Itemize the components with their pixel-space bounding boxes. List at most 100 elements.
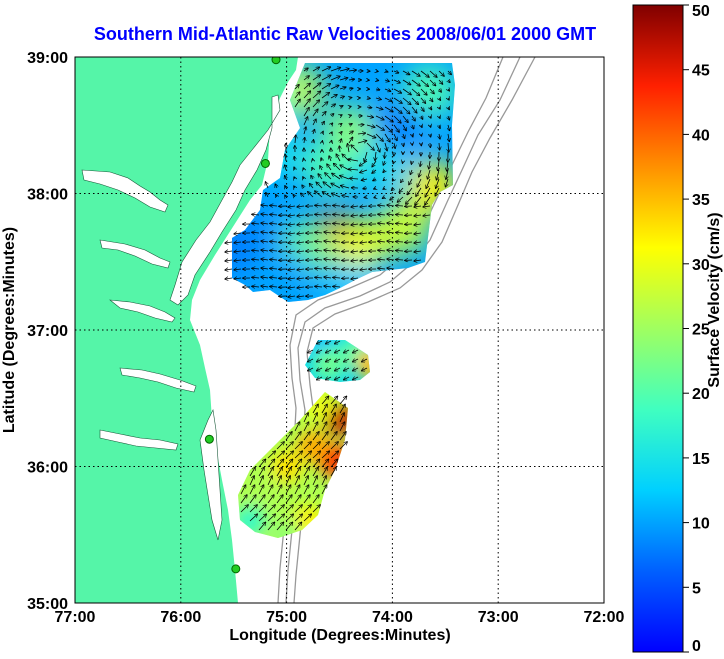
velocity-vector xyxy=(294,100,300,108)
velocity-vector xyxy=(339,69,349,71)
velocity-vector xyxy=(303,422,309,432)
colorbar-ticks: 0 5 10 15 20 25 30 35 40 45 50 xyxy=(683,3,710,655)
velocity-vector xyxy=(333,259,341,260)
velocity-vector xyxy=(331,141,332,143)
velocity-vector xyxy=(414,260,422,261)
velocity-vector xyxy=(411,106,417,113)
velocity-vector xyxy=(294,451,302,459)
velocity-vector xyxy=(333,241,341,242)
velocity-vector xyxy=(276,495,283,504)
velocity-vector xyxy=(294,85,299,90)
velocity-vector xyxy=(339,413,344,423)
velocity-vector xyxy=(252,214,260,215)
velocity-vector xyxy=(421,116,423,119)
velocity-vector xyxy=(376,80,378,81)
velocity-vector xyxy=(414,251,422,252)
velocity-vector xyxy=(340,115,342,116)
velocity-vector xyxy=(409,178,413,185)
velocity-vector xyxy=(315,232,323,233)
velocity-vector xyxy=(303,76,309,81)
velocity-vector xyxy=(252,223,260,224)
velocity-vector xyxy=(360,242,368,243)
velocity-vector xyxy=(303,83,310,90)
velocity-vector xyxy=(429,79,436,86)
velocity-vector xyxy=(341,186,350,188)
velocity-vector xyxy=(439,125,440,128)
velocity-vector xyxy=(446,178,449,187)
velocity-vector xyxy=(393,106,402,113)
velocity-vector xyxy=(267,514,275,522)
velocity-vector xyxy=(348,70,356,71)
velocity-vector xyxy=(267,459,275,468)
y-tick-label: 38:00 xyxy=(27,187,68,204)
velocity-vector xyxy=(396,233,404,234)
velocity-vector xyxy=(285,442,293,450)
velocity-vector xyxy=(414,224,422,225)
velocity-vector xyxy=(312,109,318,117)
radar-stations xyxy=(204,57,281,574)
velocity-vector xyxy=(448,89,449,91)
velocity-vector xyxy=(333,223,341,224)
velocity-vector xyxy=(436,178,440,188)
velocity-vector xyxy=(261,205,269,206)
velocity-vector xyxy=(303,442,311,450)
velocity-vector xyxy=(303,495,310,504)
velocity-vector xyxy=(324,214,332,215)
velocity-vector xyxy=(420,160,421,166)
velocity-vector xyxy=(318,174,323,180)
velocity-vector xyxy=(330,104,335,107)
velocity-vector xyxy=(333,214,341,215)
velocity-vector xyxy=(325,173,332,180)
velocity-vector xyxy=(383,160,385,165)
velocity-vector xyxy=(330,396,338,405)
velocity-vector xyxy=(315,223,323,224)
velocity-vector xyxy=(258,459,266,468)
velocity-vector xyxy=(415,196,422,205)
velocity-vector xyxy=(324,205,332,206)
velocity-vector xyxy=(344,359,350,362)
velocity-vector xyxy=(261,268,269,269)
velocity-vector xyxy=(276,485,282,495)
velocity-vector xyxy=(303,68,308,71)
velocity-vector xyxy=(258,505,266,513)
velocity-vector xyxy=(339,87,346,89)
velocity-vector xyxy=(312,485,318,495)
velocity-vector xyxy=(344,350,350,353)
velocity-vector xyxy=(448,80,450,82)
velocity-vector xyxy=(270,250,278,251)
velocity-vector xyxy=(252,286,260,287)
velocity-vector xyxy=(335,359,341,362)
velocity-vector xyxy=(339,396,347,405)
velocity-vector xyxy=(303,108,309,117)
x-axis-ticks: 77:00 76:00 75:00 74:00 73:00 72:00 xyxy=(55,609,625,626)
velocity-vector xyxy=(446,169,448,179)
velocity-vector xyxy=(383,170,385,172)
velocity-vector xyxy=(308,350,314,353)
velocity-vector xyxy=(378,205,386,206)
velocity-vector xyxy=(401,179,403,182)
velocity-vector xyxy=(252,241,260,242)
velocity-vector xyxy=(303,451,311,459)
velocity-vector xyxy=(339,96,344,98)
velocity-vector xyxy=(288,251,296,252)
velocity-vector xyxy=(288,233,296,234)
velocity-vector xyxy=(312,467,318,477)
velocity-vector xyxy=(312,83,321,90)
velocity-vector xyxy=(312,432,319,441)
velocity-vector xyxy=(304,127,306,135)
velocity-vector xyxy=(366,107,372,108)
velocity-vector xyxy=(420,88,427,95)
velocity-vector xyxy=(349,107,351,108)
velocity-vector xyxy=(430,98,433,101)
velocity-vector xyxy=(249,514,257,522)
velocity-vector xyxy=(297,242,305,243)
velocity-vector xyxy=(234,233,242,234)
velocity-vector xyxy=(323,192,332,198)
velocity-vector xyxy=(348,79,354,80)
velocity-vector xyxy=(258,476,263,486)
velocity-vector xyxy=(333,268,341,269)
radar-station xyxy=(231,564,241,574)
velocity-vector xyxy=(360,170,368,173)
velocity-vector xyxy=(267,467,273,477)
velocity-vector xyxy=(340,176,350,180)
